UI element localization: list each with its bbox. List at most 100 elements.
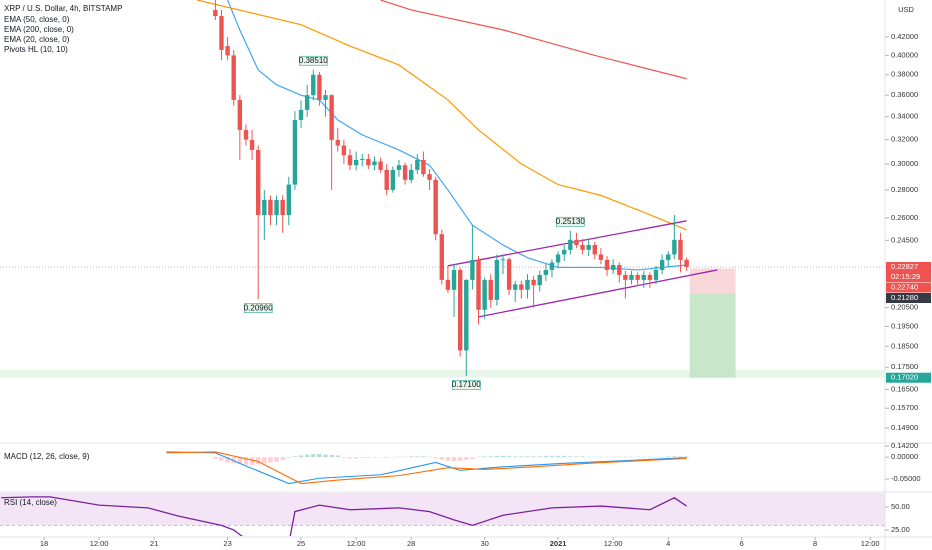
macd-histogram-bar (537, 456, 542, 458)
candle-body (347, 155, 353, 166)
macd-histogram-bar (323, 454, 328, 458)
macd-histogram-bar (653, 456, 659, 458)
x-tick-label: 4 (666, 539, 670, 548)
candle-body (470, 259, 475, 280)
y-tick-label: 0.15700 (891, 403, 918, 412)
macd-histogram-bar (256, 457, 261, 465)
macd-histogram-bar (402, 456, 408, 458)
candle-body (256, 149, 261, 216)
candle-body (243, 129, 249, 140)
price-pane: 0.38510 0.20960 0.17100 0.25130 (0, 0, 885, 390)
price-badge-text: 0.22740 (891, 282, 918, 291)
candle-body (617, 264, 622, 275)
macd-histogram-bar (286, 457, 291, 459)
price-badge (886, 262, 931, 273)
candle-body (335, 139, 340, 146)
candle-body (274, 199, 279, 216)
candle-body (494, 259, 500, 300)
pivot-label: 0.17100 (452, 380, 481, 389)
position-risk (689, 268, 736, 294)
candle-body (604, 259, 610, 270)
x-tick-label: 12:00 (90, 539, 109, 548)
candle-body (641, 274, 646, 280)
candle-body (488, 279, 493, 300)
candle-body (433, 179, 438, 235)
x-tick-label: 2021 (550, 539, 567, 548)
y-tick-label: 0.42000 (891, 32, 918, 41)
candle-body (421, 159, 426, 175)
y-tick-label: 0.14200 (891, 441, 918, 450)
candle-body (580, 244, 585, 250)
macd-histogram-bar (678, 456, 683, 458)
candle-body (427, 174, 432, 180)
macd-histogram-bar (372, 457, 377, 458)
macd-histogram-bar (641, 456, 646, 458)
ema-line (196, 0, 687, 231)
macd-histogram-bar (555, 455, 561, 458)
macd-label: MACD (12, 26, close, 9) (4, 452, 90, 461)
rsi-pane (0, 493, 885, 536)
candle-body (672, 239, 677, 255)
x-tick-label: 21 (150, 539, 158, 548)
macd-histogram-bar (672, 456, 677, 458)
pivot-label: 0.38510 (299, 56, 328, 65)
chart-title: XRP / U.S. Dollar, 4h, BITSTAMP (4, 4, 122, 13)
macd-histogram-bar (445, 457, 451, 461)
macd-histogram-bar (592, 456, 597, 458)
x-tick-label: 25 (297, 539, 305, 548)
y-tick-label: 0.14900 (891, 423, 918, 432)
macd-histogram-bar (464, 457, 469, 460)
candle-body (647, 274, 653, 280)
macd-y-tick-label: 0.00000 (891, 452, 918, 461)
pivot-label: 0.20960 (244, 303, 273, 312)
pivot-box (243, 303, 273, 313)
macd-histogram-bar (280, 457, 285, 460)
macd-histogram-bar (629, 456, 634, 458)
price-badge-text: 0.17020 (891, 373, 918, 382)
macd-histogram-bar (494, 455, 500, 458)
channel-line (447, 220, 687, 267)
y-tick-label: 0.19500 (891, 321, 918, 330)
macd-histogram-bar (243, 457, 249, 465)
candle-body (635, 274, 640, 280)
macd-histogram-bar (390, 457, 396, 458)
price-badge (886, 282, 931, 293)
candle-body (384, 169, 389, 190)
legend-entry: EMA (20, close, 0) (4, 35, 70, 44)
macd-histogram-bar (335, 455, 340, 458)
macd-histogram-bar (543, 455, 549, 458)
candle-body (237, 99, 243, 130)
macd-histogram-bar (519, 456, 524, 458)
x-tick-label: 30 (480, 539, 488, 548)
y-tick-label: 0.38000 (891, 70, 918, 79)
axes: 0.42000 0.40000 0.38000 0.36000 0.34000 0.320… (40, 32, 931, 548)
macd-histogram-bar (574, 456, 579, 458)
price-badge-text: 0.22827 (891, 262, 918, 271)
x-tick-label: 12:00 (861, 539, 880, 548)
macd-histogram-bar (298, 455, 304, 458)
macd-histogram-bar (562, 455, 567, 458)
candle-body (225, 46, 230, 56)
macd-histogram-bar (617, 456, 622, 458)
candle-body (402, 165, 408, 180)
candle-body (317, 74, 322, 100)
macd-histogram-bar (568, 456, 573, 458)
macd-histogram-bar (347, 457, 353, 459)
candle-body (445, 279, 451, 290)
macd-histogram-bar (635, 456, 640, 458)
ema-line (380, 0, 687, 80)
candle-body (329, 95, 334, 140)
macd-histogram-bar (311, 454, 316, 458)
y-tick-label: 0.24500 (891, 235, 918, 244)
candle-body (555, 254, 561, 263)
macd-histogram-bar (421, 456, 426, 458)
candle-body (298, 109, 304, 120)
macd-histogram-bar (409, 456, 414, 458)
candle-body (623, 274, 628, 280)
macd-histogram-bar (341, 457, 347, 459)
candle-body (286, 184, 291, 216)
candle-body (353, 159, 359, 166)
macd-histogram-bar (427, 456, 432, 458)
candle-body (574, 239, 579, 245)
